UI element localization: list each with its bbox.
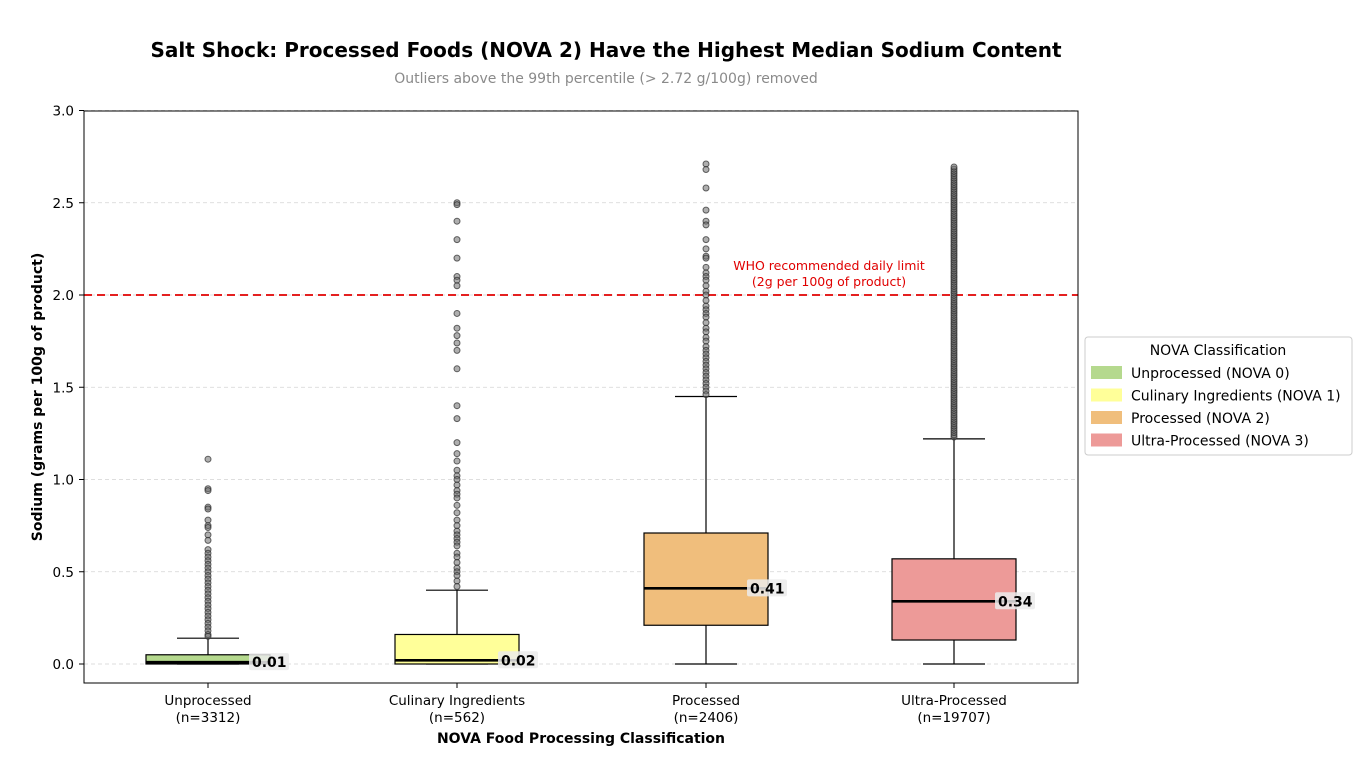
who-reference-line-group: WHO recommended daily limit(2g per 100g …	[84, 258, 1078, 296]
outlier-point	[453, 415, 461, 423]
outlier-point	[204, 632, 212, 640]
median-label-background	[498, 651, 538, 669]
outlier-point	[702, 184, 710, 192]
outlier-point	[702, 236, 710, 244]
box-group: 0.34	[891, 163, 1035, 665]
outlier-point	[204, 455, 212, 463]
outlier-point	[702, 254, 710, 262]
x-tick-count-label: (n=2406)	[674, 710, 739, 726]
boxes-group: 0.01 0.02 0.41 0.34	[145, 160, 1035, 671]
median-value-label: 0.34	[998, 594, 1033, 610]
y-axis-label: Sodium (grams per 100g of product)	[30, 253, 46, 541]
outlier-point	[204, 505, 212, 513]
box-group: 0.02	[394, 199, 538, 669]
outlier-point	[453, 282, 461, 290]
outlier-point	[702, 166, 710, 174]
median-value-label: 0.02	[501, 653, 536, 669]
outlier-point	[453, 309, 461, 317]
who-limit-label-line2: (2g per 100g of product)	[752, 274, 906, 289]
legend-swatch	[1091, 388, 1122, 402]
chart-subtitle: Outliers above the 99th percentile (> 2.…	[394, 71, 818, 87]
outlier-point	[702, 391, 710, 399]
box-group: 0.01	[145, 455, 289, 671]
x-tick-label: Ultra-Processed	[901, 693, 1007, 709]
outlier-point	[453, 402, 461, 410]
outlier-point	[453, 439, 461, 447]
y-tick-label: 1.0	[53, 473, 74, 489]
box-iqr	[643, 532, 769, 626]
x-axis-label: NOVA Food Processing Classification	[437, 731, 725, 747]
y-tick-label: 0.0	[53, 657, 74, 673]
median-value-label: 0.41	[750, 581, 785, 597]
outlier-point	[453, 332, 461, 340]
legend-entry-label: Unprocessed (NOVA 0)	[1131, 366, 1290, 382]
legend-frame	[1084, 336, 1353, 456]
legend-title: NOVA Classification	[1150, 343, 1287, 359]
x-tick-count-label: (n=3312)	[176, 710, 241, 726]
outlier-point	[453, 217, 461, 225]
x-tick-count-label: (n=19707)	[917, 710, 990, 726]
x-tick-label: Culinary Ingredients	[389, 693, 525, 709]
outlier-point	[204, 536, 212, 544]
legend-entry-label: Ultra-Processed (NOVA 3)	[1131, 434, 1309, 450]
y-tick-label: 3.0	[53, 104, 74, 120]
legend-entry-label: Culinary Ingredients (NOVA 1)	[1131, 389, 1341, 405]
outlier-point	[453, 457, 461, 465]
legend-entry-label: Processed (NOVA 2)	[1131, 411, 1270, 427]
y-tick-label: 2.0	[53, 288, 74, 304]
outlier-point	[702, 206, 710, 214]
outlier-point	[453, 236, 461, 244]
outlier-point	[453, 346, 461, 354]
x-tick-count-label: (n=562)	[429, 710, 485, 726]
y-tick-label: 2.5	[53, 196, 74, 212]
median-label-background	[747, 579, 787, 597]
x-tick-label: Processed	[672, 693, 740, 709]
outlier-point	[453, 365, 461, 373]
legend: NOVA Classification Unprocessed (NOVA 0)…	[1084, 336, 1353, 456]
x-tick-label: Unprocessed	[164, 693, 251, 709]
outlier-point	[453, 583, 461, 591]
outlier-point	[453, 324, 461, 332]
outlier-point	[950, 163, 958, 171]
who-limit-label-line1: WHO recommended daily limit	[733, 258, 925, 273]
outlier-point	[453, 254, 461, 262]
y-tick-label: 1.5	[53, 380, 74, 396]
outlier-point	[453, 201, 461, 209]
median-value-label: 0.01	[252, 655, 287, 671]
legend-swatch	[1091, 366, 1122, 379]
outlier-point	[204, 487, 212, 495]
outlier-point	[453, 501, 461, 509]
median-label-background	[995, 592, 1035, 610]
outlier-point	[453, 494, 461, 502]
outlier-point	[204, 523, 212, 531]
box-group: 0.41	[643, 160, 787, 665]
legend-swatch	[1091, 433, 1122, 447]
legend-swatch	[1091, 411, 1122, 424]
outlier-point	[453, 339, 461, 347]
y-axis: 0.0 0.5 1.0 1.5 2.0 2.5 3.0	[53, 104, 84, 673]
median-label-background	[249, 653, 289, 671]
outlier-point	[702, 221, 710, 229]
outlier-point	[453, 509, 461, 517]
outlier-point	[453, 542, 461, 550]
chart-title: Salt Shock: Processed Foods (NOVA 2) Hav…	[150, 38, 1062, 62]
y-tick-label: 0.5	[53, 565, 74, 581]
x-axis: Unprocessed(n=3312)Culinary Ingredients(…	[164, 683, 1007, 726]
plot-frame	[83, 110, 1079, 684]
outlier-point	[702, 245, 710, 253]
outlier-point	[453, 450, 461, 458]
